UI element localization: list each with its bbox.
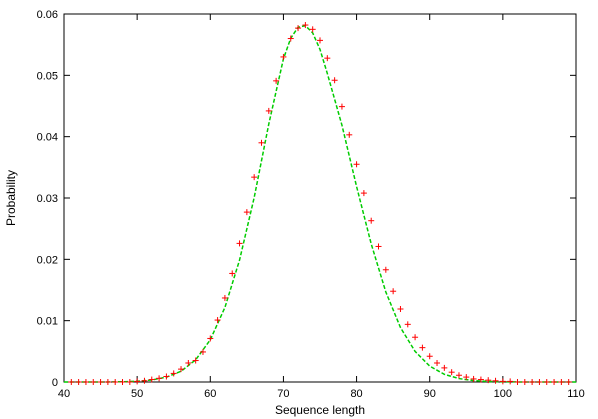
data-point	[368, 217, 375, 224]
data-point	[397, 306, 404, 313]
data-point	[485, 377, 492, 384]
data-point	[75, 379, 82, 385]
data-point	[229, 270, 236, 277]
data-point	[317, 37, 323, 44]
data-point	[551, 379, 558, 385]
plot-frame	[63, 13, 577, 383]
data-point	[280, 53, 287, 60]
y-tick-label: 0.04	[37, 132, 58, 144]
y-tick-label: 0.05	[37, 70, 58, 82]
data-point	[309, 26, 316, 33]
data-point	[112, 379, 119, 385]
data-point	[236, 240, 243, 247]
data-point	[382, 266, 389, 273]
y-tick-label: 0.02	[37, 254, 58, 266]
data-point	[499, 378, 506, 385]
data-point	[543, 379, 550, 385]
data-point	[536, 379, 543, 385]
data-point	[331, 77, 338, 84]
data-point	[192, 357, 199, 364]
x-tick-label: 110	[567, 388, 585, 400]
x-tick-label: 80	[350, 388, 362, 400]
data-point	[529, 379, 536, 385]
data-point	[126, 379, 133, 385]
data-point	[565, 379, 572, 385]
data-point	[148, 376, 155, 383]
data-point	[178, 366, 185, 373]
x-tick-label: 60	[204, 388, 216, 400]
data-point	[97, 379, 104, 385]
data-point	[243, 209, 250, 216]
data-point	[477, 376, 484, 383]
data-point	[214, 317, 221, 324]
fit-curve	[64, 24, 576, 383]
data-point	[492, 377, 499, 384]
data-point	[375, 243, 382, 250]
data-point	[273, 77, 280, 84]
data-point	[258, 139, 265, 146]
data-point	[419, 344, 426, 351]
x-tick-label: 90	[424, 388, 436, 400]
data-point	[404, 321, 411, 328]
y-axis-label: Probability	[4, 170, 18, 226]
x-tick-label: 50	[131, 388, 143, 400]
data-point	[287, 35, 294, 42]
y-tick-label: 0	[52, 377, 58, 389]
y-tick-label: 0.03	[37, 193, 58, 205]
data-point	[141, 377, 148, 384]
data-point	[514, 379, 521, 385]
data-point	[119, 379, 126, 385]
data-point	[90, 379, 97, 385]
data-point	[199, 348, 206, 355]
data-point	[265, 107, 272, 114]
data-point	[353, 161, 360, 168]
data-point	[207, 335, 214, 342]
y-tick-label: 0.01	[37, 316, 58, 328]
data-point	[221, 294, 228, 301]
x-axis-label: Sequence length	[275, 403, 365, 417]
data-point	[163, 373, 170, 380]
data-point	[104, 379, 111, 385]
data-point	[390, 288, 397, 295]
data-point	[295, 25, 302, 32]
data-point	[434, 359, 441, 366]
tick-labels: 40 50 60 70 80 90 100 110 0 0.01 0.02 0.03 0.04 0.05 0…	[37, 9, 585, 400]
data-point	[463, 374, 470, 381]
data-point	[302, 22, 309, 29]
x-tick-label: 70	[277, 388, 289, 400]
data-point	[507, 378, 514, 385]
data-point	[134, 378, 141, 385]
data-point	[521, 379, 528, 385]
data-point	[251, 174, 258, 181]
series-layer	[64, 22, 576, 385]
data-point	[68, 379, 75, 385]
ticks	[63, 13, 577, 383]
x-tick-label: 40	[58, 388, 70, 400]
data-point	[324, 55, 331, 62]
data-point	[82, 379, 89, 385]
data-point	[441, 364, 448, 371]
data-point	[346, 131, 353, 138]
data-point	[448, 369, 455, 376]
y-tick-label: 0.06	[37, 9, 58, 21]
data-point	[455, 372, 462, 379]
data-point	[412, 334, 419, 341]
data-point	[185, 359, 192, 366]
data-point	[360, 190, 367, 197]
data-point	[170, 370, 177, 377]
data-point	[426, 353, 433, 360]
data-point	[338, 103, 345, 110]
data-point	[558, 379, 565, 385]
data-point	[156, 375, 163, 382]
x-tick-label: 100	[494, 388, 512, 400]
data-point	[470, 375, 477, 382]
